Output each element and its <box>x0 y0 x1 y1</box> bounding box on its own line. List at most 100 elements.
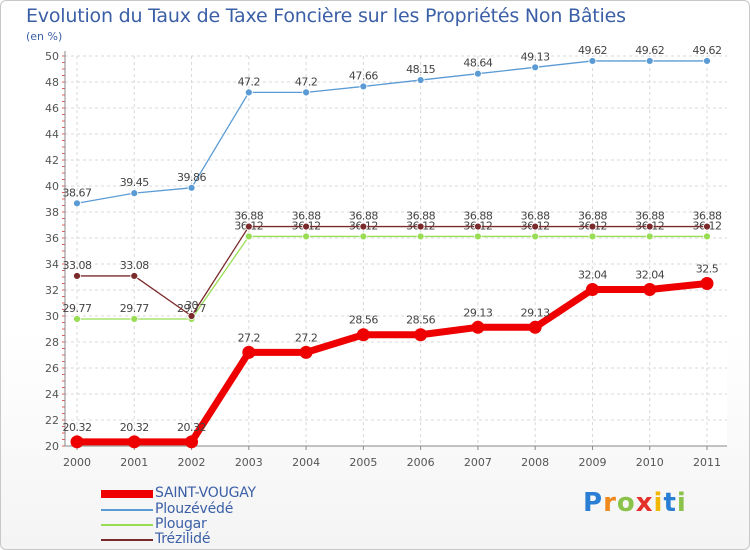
y-axis-unit: (en %) <box>26 30 63 43</box>
y-tick-label: 38 <box>45 206 59 219</box>
data-point-saint-vougay <box>471 320 485 334</box>
data-point-plouzevede <box>474 69 482 78</box>
data-label-plouzevede: 47.2 <box>295 75 318 88</box>
data-label-saint-vougay: 28.56 <box>406 314 435 327</box>
data-point-plouzevede <box>187 183 196 192</box>
data-label-trezilide: 36.88 <box>406 210 435 223</box>
logo-letter: x <box>635 488 654 518</box>
x-tick-label: 2010 <box>636 456 664 469</box>
data-point-trezilide <box>588 222 597 231</box>
legend-item-trezilide[interactable]: Trézilidé <box>101 531 361 549</box>
data-label-plouzevede: 49.62 <box>693 44 722 57</box>
y-tick-label: 44 <box>45 128 59 141</box>
data-point-plouzevede <box>588 57 597 65</box>
data-point-plouzevede <box>416 76 425 84</box>
data-point-plougar <box>474 232 482 241</box>
data-label-trezilide: 33.08 <box>120 259 149 272</box>
data-point-trezilide <box>244 222 253 231</box>
legend-item-plouzevede[interactable]: Plouzévédé <box>101 501 361 519</box>
data-label-saint-vougay: 29.13 <box>521 306 550 319</box>
data-point-saint-vougay <box>299 345 313 359</box>
data-point-plouzevede <box>73 199 81 208</box>
data-point-plougar <box>244 232 253 241</box>
y-tick-label: 36 <box>45 232 59 245</box>
series-line-plougar <box>76 235 708 320</box>
legend-item-saint-vougay[interactable]: SAINT-VOUGAY <box>101 485 361 503</box>
data-label-plougar: 29.77 <box>120 302 149 315</box>
data-label-plouzevede: 39.45 <box>120 176 149 189</box>
x-tick-label: 2011 <box>693 456 721 469</box>
data-label-trezilide: 36.88 <box>292 210 321 223</box>
data-point-saint-vougay <box>700 277 714 290</box>
data-point-plouzevede <box>244 88 253 97</box>
y-tick-label: 48 <box>45 76 59 89</box>
data-point-plougar <box>703 232 711 241</box>
data-point-saint-vougay <box>127 435 141 449</box>
data-point-trezilide <box>703 222 711 231</box>
data-point-plouzevede <box>645 57 654 65</box>
data-label-saint-vougay: 32.04 <box>578 268 607 281</box>
logo-letter: t <box>663 488 677 518</box>
data-label-plougar: 29.77 <box>63 302 92 315</box>
data-point-plougar <box>130 315 139 323</box>
logo-letter: P <box>583 488 604 518</box>
data-point-trezilide <box>645 222 654 231</box>
data-point-plougar <box>645 232 654 241</box>
data-label-saint-vougay: 32.04 <box>635 268 664 281</box>
data-point-saint-vougay <box>585 282 599 296</box>
x-tick-label: 2004 <box>292 456 320 469</box>
data-label-trezilide: 36.88 <box>349 210 378 223</box>
data-label-plouzevede: 47.66 <box>349 69 378 82</box>
legend-label-plouzevede: Plouzévédé <box>155 501 234 517</box>
data-point-saint-vougay <box>528 320 542 334</box>
data-label-trezilide: 36.88 <box>521 210 550 223</box>
legend-item-plougar[interactable]: Plougar <box>101 516 361 534</box>
logo-letter: i <box>676 488 687 518</box>
data-label-saint-vougay: 28.56 <box>349 314 378 327</box>
legend-label-plougar: Plougar <box>155 516 207 532</box>
proxiti-logo: Proxiti <box>583 488 687 518</box>
data-point-trezilide <box>130 272 139 280</box>
x-tick-label: 2008 <box>521 456 549 469</box>
y-tick-label: 26 <box>45 362 59 375</box>
data-label-saint-vougay: 27.2 <box>295 331 318 344</box>
data-label-trezilide: 36.88 <box>463 210 492 223</box>
data-point-trezilide <box>73 272 81 280</box>
data-label-plouzevede: 39.86 <box>177 171 206 184</box>
data-point-plougar <box>359 232 368 241</box>
data-label-plouzevede: 49.62 <box>578 44 607 57</box>
data-label-plouzevede: 48.64 <box>463 57 492 70</box>
x-tick-label: 2001 <box>120 456 148 469</box>
logo-letter: i <box>653 488 664 518</box>
legend-label-trezilide: Trézilidé <box>155 531 211 547</box>
series-line-trezilide <box>76 225 708 317</box>
x-tick-label: 2007 <box>464 456 492 469</box>
data-point-saint-vougay <box>70 435 84 449</box>
legend-swatch-trezilide <box>101 539 153 541</box>
y-tick-label: 30 <box>45 310 59 323</box>
data-label-plouzevede: 48.15 <box>406 63 435 76</box>
y-tick-label: 42 <box>45 154 59 167</box>
legend-label-saint-vougay: SAINT-VOUGAY <box>155 485 256 501</box>
data-point-trezilide <box>531 222 540 231</box>
data-point-plougar <box>588 232 597 241</box>
data-point-plouzevede <box>359 82 368 91</box>
data-label-trezilide: 36.88 <box>234 210 263 223</box>
data-label-saint-vougay: 20.32 <box>120 421 149 434</box>
logo-letter: r <box>603 488 617 518</box>
x-tick-label: 2005 <box>349 456 377 469</box>
data-point-trezilide <box>416 222 425 231</box>
data-point-plouzevede <box>531 63 540 72</box>
data-point-saint-vougay <box>414 328 428 342</box>
legend-swatch-plouzevede <box>101 509 153 511</box>
data-point-plougar <box>416 232 425 241</box>
data-point-plougar <box>302 232 310 241</box>
data-point-saint-vougay <box>356 328 370 342</box>
data-point-trezilide <box>187 312 196 320</box>
data-label-trezilide: 36.88 <box>693 210 722 223</box>
data-label-plouzevede: 49.62 <box>635 44 664 57</box>
y-tick-label: 34 <box>45 258 59 271</box>
data-point-plouzevede <box>302 88 310 97</box>
